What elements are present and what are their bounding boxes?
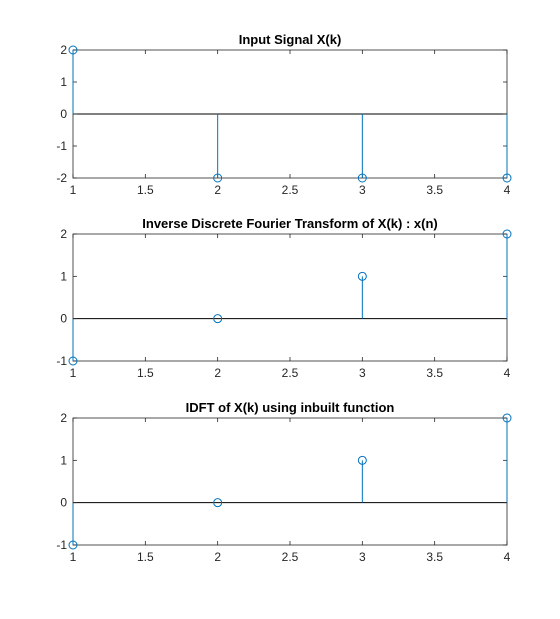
- x-tick-label: 4: [504, 366, 511, 380]
- stem-marker: [213, 498, 223, 508]
- chart-title: Input Signal X(k): [239, 32, 342, 47]
- y-tick-label: 2: [60, 227, 67, 241]
- x-tick-label: 1.5: [137, 550, 154, 564]
- stem-marker: [357, 271, 367, 281]
- x-tick-label: 3: [359, 183, 366, 197]
- y-tick-label: 2: [60, 411, 67, 425]
- x-tick-label: 3.5: [426, 183, 443, 197]
- chart-title: IDFT of X(k) using inbuilt function: [186, 400, 395, 415]
- x-tick-label: 1.5: [137, 366, 154, 380]
- plot-area-2: [72, 233, 508, 362]
- x-tick-label: 3: [359, 550, 366, 564]
- x-tick-label: 1.5: [137, 183, 154, 197]
- x-tick-label: 2.5: [282, 366, 299, 380]
- x-tick-label: 1: [70, 183, 77, 197]
- stem-marker: [68, 540, 78, 550]
- x-tick-label: 3: [359, 366, 366, 380]
- y-tick-label: 1: [60, 269, 67, 283]
- x-tick-label: 3.5: [426, 550, 443, 564]
- stem-marker: [213, 314, 223, 324]
- y-tick-label: -1: [56, 354, 67, 368]
- y-tick-label: -2: [56, 171, 67, 185]
- stem-marker: [68, 356, 78, 366]
- x-tick-label: 2: [214, 366, 221, 380]
- x-tick-label: 2: [214, 183, 221, 197]
- stem-marker: [68, 45, 78, 55]
- y-tick-label: 0: [60, 496, 67, 510]
- y-tick-label: 2: [60, 43, 67, 57]
- x-tick-label: 2.5: [282, 550, 299, 564]
- y-tick-label: 1: [60, 75, 67, 89]
- stem-marker: [502, 229, 512, 239]
- stem-marker: [213, 173, 223, 183]
- chart-panel-1: 1 1.5 2 2.5 3 3.5 4 -2 -1 0 1 2 Input Signal X(k): [56, 32, 512, 197]
- chart-panel-2: 1 1.5 2 2.5 3 3.5 4 -1 0 1 2 Inverse Discrete Fouri…: [56, 216, 512, 380]
- y-tick-label: -1: [56, 538, 67, 552]
- x-tick-label: 4: [504, 183, 511, 197]
- y-tick-label: 0: [60, 107, 67, 121]
- x-tick-label: 2: [214, 550, 221, 564]
- x-tick-label: 2.5: [282, 183, 299, 197]
- stem-marker: [502, 413, 512, 423]
- stem-marker: [357, 173, 367, 183]
- x-tick-label: 3.5: [426, 366, 443, 380]
- stem-marker: [502, 173, 512, 183]
- plot-area-3: [72, 417, 508, 546]
- chart-panel-3: 1 1.5 2 2.5 3 3.5 4 -1 0 1 2 IDFT of X(k) using inb…: [56, 400, 512, 564]
- y-tick-label: -1: [56, 139, 67, 153]
- y-tick-label: 1: [60, 453, 67, 467]
- stem-marker: [357, 455, 367, 465]
- y-tick-label: 0: [60, 312, 67, 326]
- chart-title: Inverse Discrete Fourier Transform of X(…: [142, 216, 437, 231]
- x-tick-label: 4: [504, 550, 511, 564]
- x-tick-label: 1: [70, 366, 77, 380]
- x-tick-label: 1: [70, 550, 77, 564]
